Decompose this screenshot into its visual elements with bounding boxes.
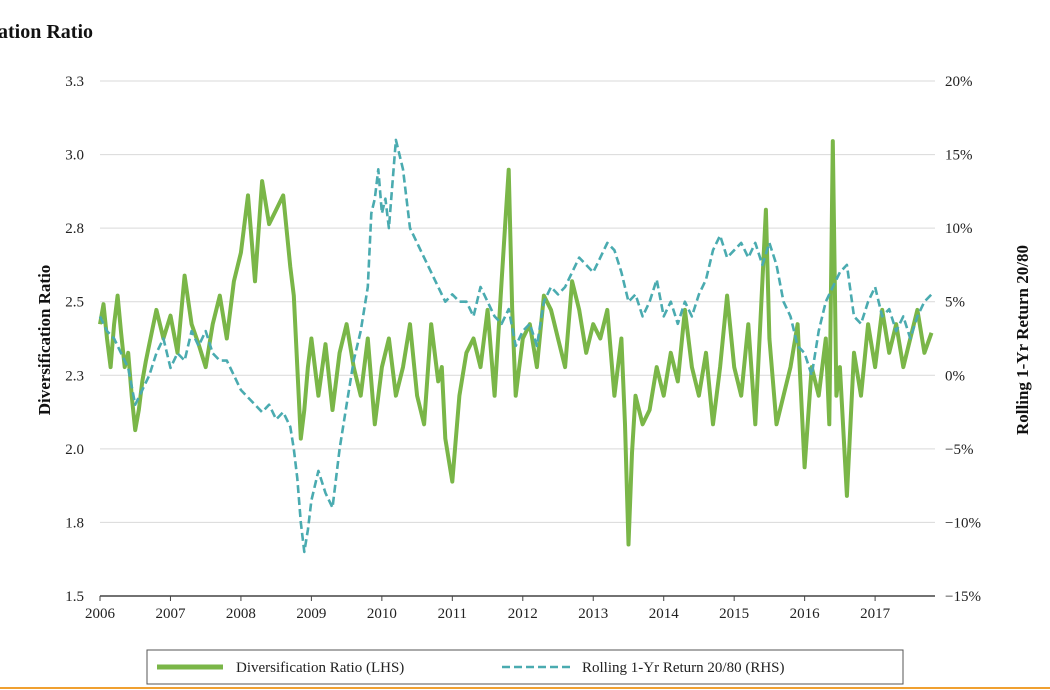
x-tick-label: 2016 [790,606,821,622]
legend-box [146,649,904,685]
right-tick-label: 10% [945,221,973,237]
right-tick-label: 0% [945,368,965,384]
left-tick-label: 3.0 [65,148,84,164]
left-tick-label: 2.5 [65,295,84,311]
legend-label-rolling: Rolling 1-Yr Return 20/80 (RHS) [582,660,785,676]
left-tick-label: 1.8 [65,515,84,531]
x-tick-label: 2011 [438,606,467,622]
legend-label-diversification: Diversification Ratio (LHS) [236,660,404,676]
x-tick-label: 2017 [860,606,891,622]
left-tick-label: 2.3 [65,368,84,384]
left-tick-label: 1.5 [65,589,84,605]
x-tick-label: 2013 [578,606,608,622]
series-line-rolling-return [98,138,933,554]
left-axis-ticks: 3.3 3.0 2.8 2.5 2.3 2.0 1.8 1.5 [65,74,84,605]
x-tick-label: 2012 [508,606,538,622]
left-tick-label: 2.8 [65,221,84,237]
left-axis-title: Diversification Ratio [35,265,54,416]
left-tick-label: 3.3 [65,74,84,90]
x-tick-label: 2006 [85,606,116,622]
right-tick-label: 20% [945,74,973,90]
x-tick-label: 2010 [367,606,397,622]
x-tick-label: 2008 [226,606,256,622]
left-tick-label: 2.0 [65,442,84,458]
x-tick-label: 2014 [649,606,680,622]
x-axis-ticks: 2006 2007 2008 2009 2010 2011 2012 2013 2014 2015… [85,596,891,622]
right-tick-label: 15% [945,148,973,164]
right-tick-label: −10% [945,515,981,531]
chart-title: ation Ratio [0,21,93,43]
legend: Diversification Ratio (LHS) Rolling 1-Yr… [146,649,904,685]
x-tick-label: 2007 [155,606,186,622]
right-tick-label: −15% [945,589,981,605]
x-tick-label: 2009 [296,606,326,622]
right-axis-ticks: 20% 15% 10% 5% 0% −5% −10% −15% [945,74,981,605]
right-tick-label: −5% [945,442,973,458]
right-axis-title: Rolling 1-Yr Return 20/80 [1013,245,1032,435]
right-tick-label: 5% [945,295,965,311]
x-tick-label: 2015 [719,606,749,622]
series-line-diversification-ratio [98,139,934,547]
